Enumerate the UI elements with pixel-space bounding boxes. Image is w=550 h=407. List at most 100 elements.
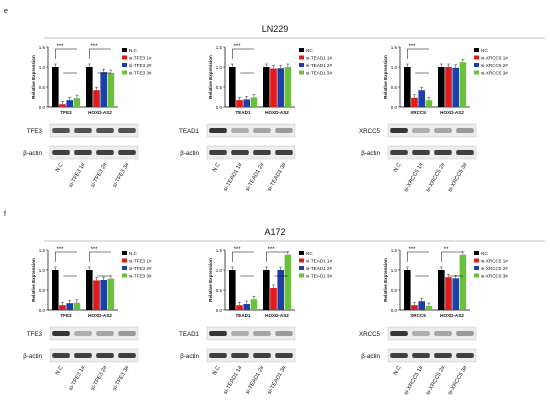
blot-band [434,331,452,336]
legend-swatch [474,266,479,270]
blot-membrane [206,348,296,363]
legend-swatch [299,48,304,52]
blot-membrane [387,145,477,160]
blot-band [118,331,136,336]
blot-band [434,150,452,155]
blot-target-label: TFE3 [27,331,43,338]
blot-control-label: β-actin [361,150,380,157]
lane-label: si-TFE3 1# [68,161,87,188]
bar [52,67,59,107]
blot-band [253,150,271,155]
blot-control-label: β-actin [361,353,380,360]
lane-label: si-XRCC5 2# [425,161,447,193]
blot-band [412,353,430,358]
bar [270,68,277,107]
blot-band [52,353,70,358]
lane-label: si-TFE3 3# [112,161,131,188]
x-tick-label: HOXD-AS2 [88,313,112,318]
x-tick-label: TFE3 [60,313,72,318]
blot-band [253,128,271,133]
bar [59,305,66,310]
blot-band [434,128,452,133]
bar [452,278,459,310]
legend-label: si-TFE3 3# [129,273,152,278]
x-tick-label: XRCC5 [410,110,426,115]
legend-label: si-TFE3 2# [129,266,152,271]
legend-label: si-TEAD1 1# [306,258,332,263]
legend-swatch [122,48,127,52]
x-tick-label: TEAD1 [235,313,251,318]
bar [411,305,418,310]
bar [438,67,445,107]
bar [107,73,115,107]
blot-band [52,150,70,155]
legend-swatch [122,55,127,60]
bar [263,67,270,107]
bar [66,303,73,310]
legend-label: si-TEAD1 1# [306,55,332,60]
western-blot: TFE3 β-actin N.C si-TFE3 1# si-TFE3 2# si-TFE… [23,326,139,392]
bar [425,100,433,107]
blot-band [52,128,70,133]
y-tick-label: 0.5 [391,85,398,90]
panel-letter: e [4,8,8,15]
y-axis-label: Relative Expression [383,55,388,99]
legend-label: si-XRCC5 3# [481,273,508,278]
blot-membrane [206,145,296,160]
western-blot: TEAD1 β-actin N.C si-TEAD1 1# si-TEAD1 2# si-… [179,123,296,192]
blot-target-label: XRCC5 [359,128,381,135]
bar [452,67,459,107]
y-tick-label: 1.5 [39,248,46,253]
x-tick-label: HOXD-AS2 [265,110,289,115]
legend-label: si-XRCC5 3# [481,70,508,75]
blot-control-label: β-actin [23,353,42,360]
lane-label: si-TEAD1 3# [267,161,288,192]
x-tick-label: HOXD-AS2 [265,313,289,318]
lane-label: si-TFE3 2# [90,364,109,391]
lane-label: si-XRCC5 1# [403,161,425,193]
y-tick-label: 1.5 [39,45,46,50]
blot-band [96,353,114,358]
blot-band [253,331,271,336]
y-tick-label: 0.0 [39,105,46,110]
blot-band [231,150,249,155]
bar [100,72,107,107]
western-blot: XRCC5 β-actin N.C si-XRCC5 1# si-XRCC5 2# si-… [359,123,477,193]
blot-membrane [49,326,139,341]
blot-band [74,128,92,133]
lane-label: si-XRCC5 1# [403,364,425,396]
lane-label: si-TFE3 3# [112,364,131,391]
legend-swatch [474,273,479,278]
blot-band [209,150,227,155]
sig-label: *** [409,247,417,253]
legend-label: si-TEAD1 2# [306,266,332,271]
legend-label: si-TFE3 2# [129,63,152,68]
y-tick-label: 1.5 [391,248,398,253]
legend-swatch [299,63,304,67]
y-tick-label: 1.0 [216,65,223,70]
legend-label: N.C [129,48,138,53]
blot-membrane [49,348,139,363]
lane-label: si-TEAD1 1# [223,161,244,192]
blot-band [118,150,136,155]
bar [236,305,243,310]
blot-band [96,128,114,133]
blot-band [231,331,249,336]
legend-swatch [122,63,127,67]
sig-label: *** [268,247,276,253]
lane-label: N.C [393,162,403,173]
bar [411,97,418,107]
lane-label: N.C [212,162,222,173]
legend-swatch [299,266,304,270]
blot-membrane [387,123,477,138]
y-tick-label: 0.5 [39,288,46,293]
legend-swatch [122,273,127,278]
x-tick-label: HOXD-AS2 [440,110,464,115]
bar [107,278,115,310]
